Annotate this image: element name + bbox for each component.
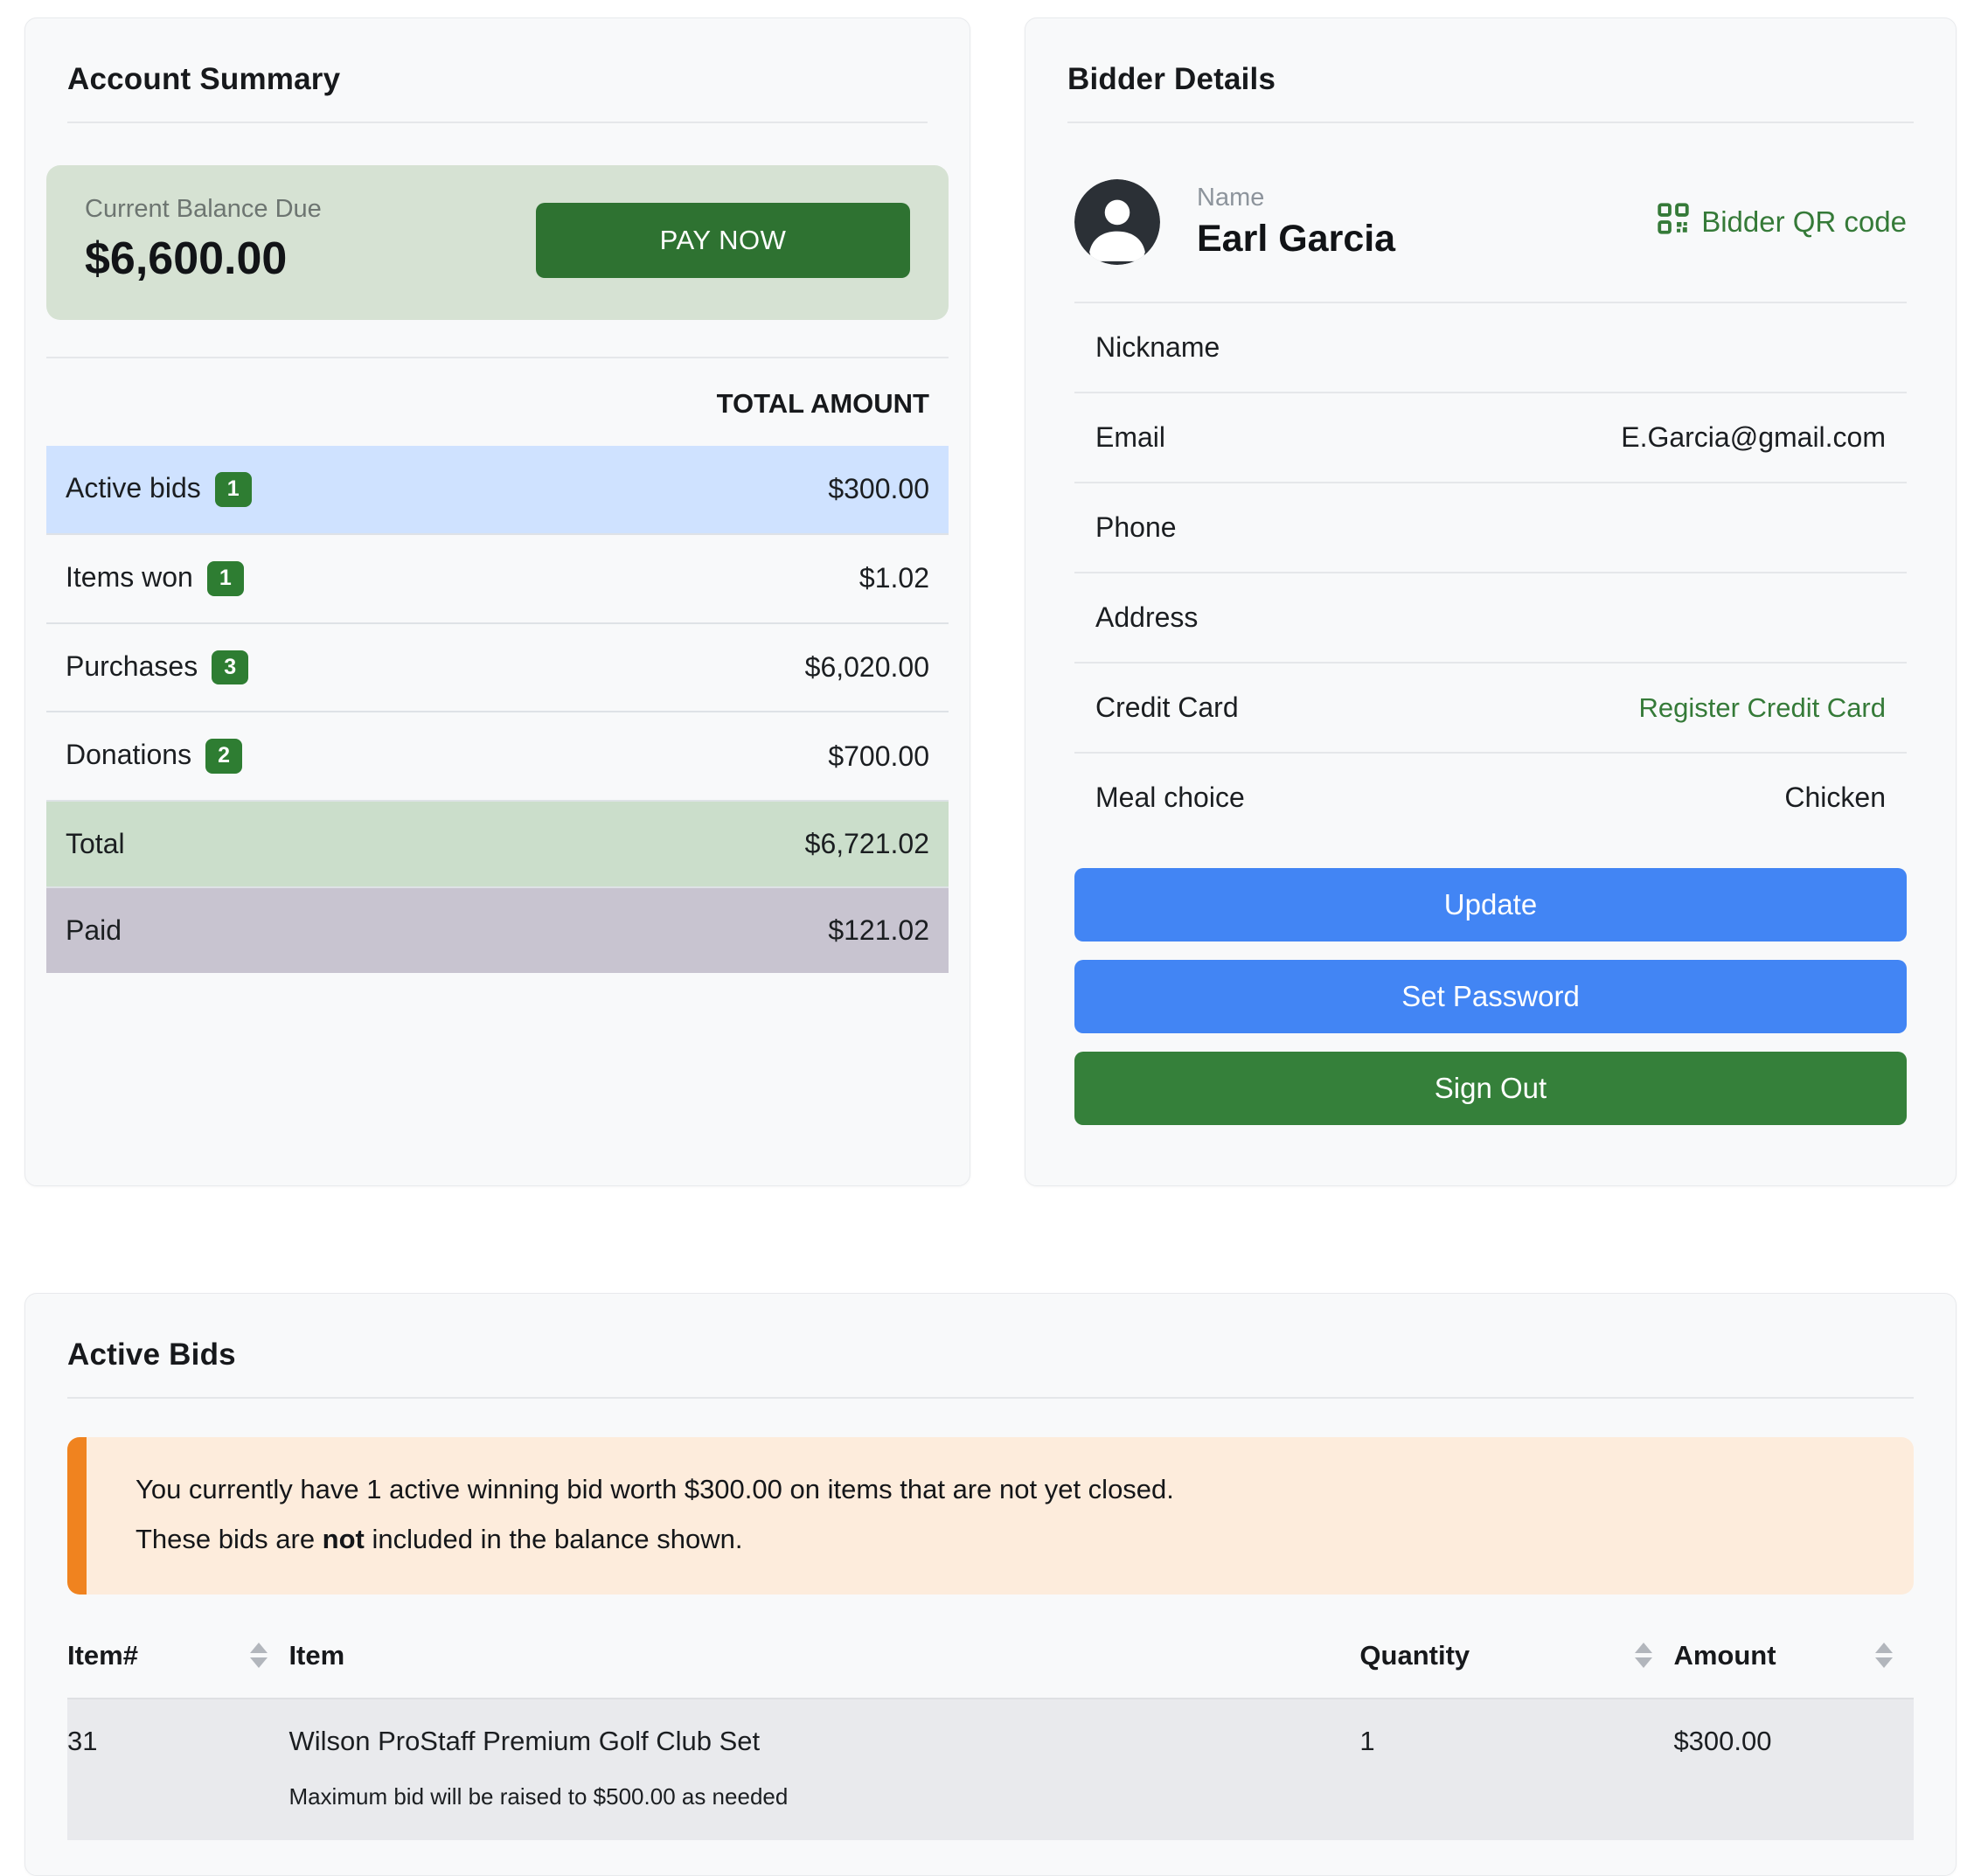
table-row: 31 Wilson ProStaff Premium Golf Club Set…	[67, 1698, 1914, 1840]
cell-amount: $300.00	[1673, 1725, 1772, 1756]
active-bids-card: Active Bids You currently have 1 active …	[24, 1293, 1957, 1876]
row-amount: $121.02	[471, 887, 949, 973]
divider	[67, 1397, 1914, 1399]
balance-label: Current Balance Due	[85, 195, 322, 223]
account-summary-table: TOTAL AMOUNT Active bids 1 $300.00 Items …	[46, 358, 949, 973]
table-row-paid: Paid $121.02	[46, 887, 949, 973]
row-label: Active bids	[66, 472, 201, 504]
count-badge: 3	[212, 650, 249, 685]
field-label: Email	[1095, 421, 1166, 453]
cell-item: Wilson ProStaff Premium Golf Club Set Ma…	[288, 1699, 1359, 1840]
sort-icon	[1635, 1643, 1653, 1669]
field-row-meal-choice: Meal choice Chicken	[1074, 754, 1907, 842]
row-label: Total	[66, 828, 125, 859]
row-amount: $300.00	[471, 446, 949, 534]
update-button[interactable]: Update	[1074, 868, 1907, 941]
name-block: Name Earl Garcia	[1197, 184, 1395, 261]
count-badge: 1	[214, 472, 252, 507]
spacer-cell	[46, 358, 472, 446]
field-label: Nickname	[1095, 331, 1220, 363]
row-amount: $1.02	[858, 562, 929, 594]
sort-icon	[1875, 1643, 1893, 1669]
divider	[1067, 122, 1914, 123]
account-summary-title: Account Summary	[67, 62, 341, 96]
sort-icon	[250, 1643, 268, 1669]
field-row-email: Email E.Garcia@gmail.com	[1074, 393, 1907, 483]
alert-line-1: You currently have 1 active winning bid …	[136, 1474, 1174, 1504]
bidder-name: Earl Garcia	[1197, 218, 1396, 260]
field-row-phone: Phone	[1074, 483, 1907, 573]
active-bids-alert: You currently have 1 active winning bid …	[67, 1437, 1914, 1595]
row-amount: $6,721.02	[471, 801, 949, 887]
column-header-amount[interactable]: Amount	[1673, 1614, 1914, 1699]
count-badge: 2	[205, 739, 242, 774]
column-header-quantity[interactable]: Quantity	[1359, 1614, 1673, 1699]
item-title: Wilson ProStaff Premium Golf Club Set	[288, 1725, 761, 1756]
field-value: Chicken	[1784, 782, 1886, 813]
row-amount: $6,020.00	[804, 650, 929, 683]
table-header-row: Item# Item Quantity Amount	[67, 1614, 1914, 1699]
column-header-item-no[interactable]: Item#	[67, 1614, 288, 1699]
count-badge: 1	[206, 560, 244, 596]
active-bids-title: Active Bids	[67, 1338, 236, 1372]
column-header-item[interactable]: Item	[288, 1639, 345, 1671]
top-row: Account Summary Current Balance Due $6,6…	[24, 17, 1957, 1186]
divider	[46, 357, 949, 358]
current-balance-box: Current Balance Due $6,600.00 PAY NOW	[46, 165, 949, 320]
bidder-details-title: Bidder Details	[1067, 62, 1276, 96]
pay-now-button[interactable]: PAY NOW	[536, 202, 910, 278]
row-amount: $700.00	[828, 740, 929, 772]
table-row-total: Total $6,721.02	[46, 801, 949, 887]
profile-row: Name Earl Garcia	[1074, 141, 1907, 303]
account-summary-card: Account Summary Current Balance Due $6,6…	[24, 17, 970, 1186]
item-note: Maximum bid will be raised to $500.00 as…	[288, 1782, 789, 1810]
set-password-button[interactable]: Set Password	[1074, 960, 1907, 1033]
active-bids-table: Item# Item Quantity Amount 31 Wilson Pro…	[67, 1614, 1914, 1840]
row-label: Paid	[66, 914, 122, 946]
bidder-details-card: Bidder Details Name Earl Garcia	[1025, 17, 1957, 1186]
bidder-actions: Update Set Password Sign Out	[1074, 868, 1907, 1125]
register-credit-card-link[interactable]: Register Credit Card	[1638, 691, 1886, 723]
field-row-address: Address	[1074, 573, 1907, 664]
bidder-qr-code-link[interactable]: Bidder QR code	[1658, 203, 1907, 241]
alert-line-2: These bids are not included in the balan…	[136, 1523, 743, 1554]
qr-code-icon	[1658, 203, 1689, 241]
cell-item-no: 31	[67, 1725, 98, 1756]
field-label: Address	[1095, 601, 1199, 633]
sign-out-button[interactable]: Sign Out	[1074, 1052, 1907, 1125]
table-row-items-won: Items won 1 $1.02	[46, 533, 949, 623]
field-label: Phone	[1095, 511, 1177, 543]
divider	[67, 122, 928, 123]
field-value: E.Garcia@gmail.com	[1621, 421, 1886, 453]
cell-quantity: 1	[1359, 1725, 1375, 1756]
table-row-purchases: Purchases 3 $6,020.00	[46, 622, 949, 712]
field-row-credit-card: Credit Card Register Credit Card	[1074, 664, 1907, 754]
balance-amount: $6,600.00	[85, 233, 288, 284]
total-amount-header: TOTAL AMOUNT	[716, 388, 929, 419]
field-label: Credit Card	[1095, 691, 1239, 723]
qr-link-label: Bidder QR code	[1701, 205, 1907, 238]
field-label: Meal choice	[1095, 782, 1245, 813]
bidder-fields: Nickname Email E.Garcia@gmail.com Phone …	[1074, 303, 1907, 842]
row-label: Donations	[66, 739, 192, 771]
table-row-active-bids: Active bids 1 $300.00	[46, 446, 949, 534]
table-row-donations: Donations 2 $700.00	[46, 712, 949, 801]
person-avatar-icon	[1074, 179, 1160, 265]
balance-text: Current Balance Due $6,600.00	[85, 195, 322, 285]
row-label: Purchases	[66, 650, 198, 682]
field-row-nickname: Nickname	[1074, 303, 1907, 393]
row-label: Items won	[66, 560, 193, 593]
name-label: Name	[1197, 184, 1265, 212]
